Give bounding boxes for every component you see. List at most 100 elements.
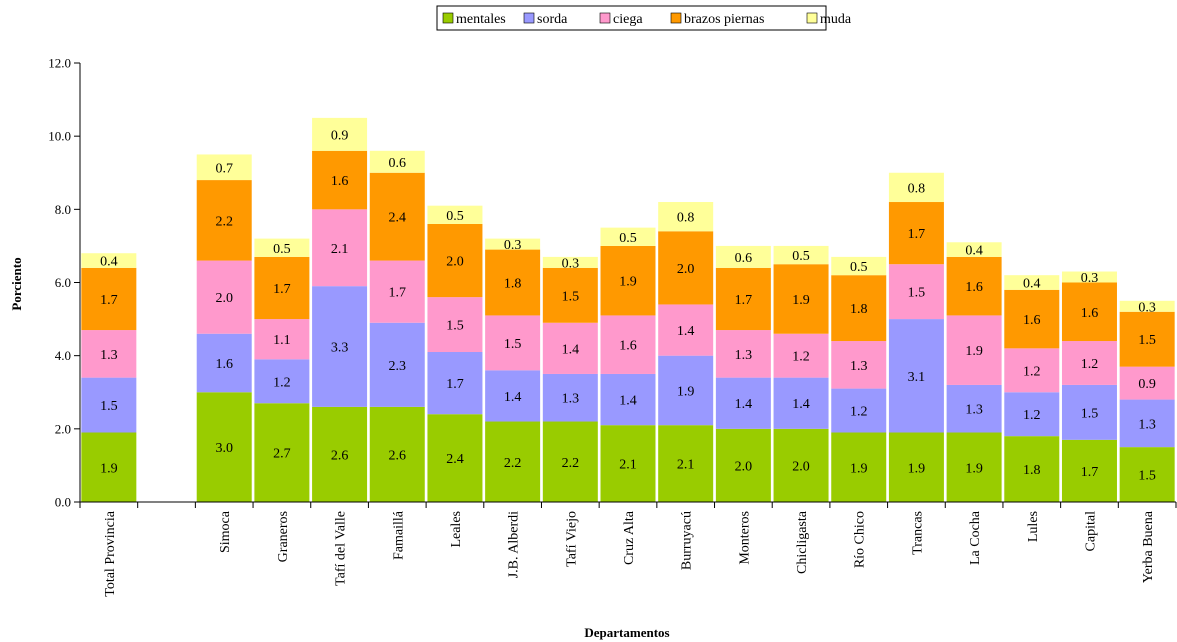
legend-label-sorda: sorda: [537, 12, 568, 27]
data-label-muda-0: 0.4: [100, 255, 118, 270]
data-label-mentales-18: 1.5: [1138, 469, 1156, 484]
bar-mentales-8: [542, 421, 598, 502]
data-label-ciega-12: 1.2: [792, 350, 810, 365]
data-label-brazos-piernas-9: 1.9: [619, 275, 637, 290]
data-label-brazos-piernas-12: 1.9: [792, 293, 810, 308]
data-label-sorda-17: 1.5: [1081, 406, 1099, 421]
data-label-muda-7: 0.3: [504, 238, 522, 253]
data-label-mentales-3: 2.7: [273, 447, 291, 462]
x-tick-label-7: J.B. Alberdi: [507, 511, 522, 578]
data-label-sorda-0: 1.5: [100, 399, 118, 414]
bar-mentales-18: [1119, 447, 1175, 503]
bar-muda-16: [1004, 275, 1060, 290]
legend-swatch-muda: [806, 12, 818, 24]
bar-ciega-10: [658, 304, 714, 356]
y-tick-label-6: 12.0: [48, 56, 71, 71]
data-label-ciega-11: 1.3: [735, 348, 753, 363]
bar-ciega-13: [831, 341, 887, 389]
bar-mentales-14: [888, 432, 944, 502]
y-tick-label-4: 8.0: [55, 202, 71, 217]
bar-muda-13: [831, 256, 887, 276]
data-label-mentales-17: 1.7: [1081, 465, 1099, 480]
bar-mentales-9: [600, 425, 656, 502]
data-label-sorda-14: 3.1: [908, 370, 926, 385]
bar-sorda-10: [658, 355, 714, 426]
data-label-ciega-17: 1.2: [1081, 357, 1099, 372]
bar-sorda-0: [81, 377, 137, 433]
bar-brazos-piernas-13: [831, 275, 887, 342]
data-label-brazos-piernas-14: 1.7: [908, 227, 926, 242]
x-tick-label-16: Lules: [1026, 511, 1041, 542]
bar-ciega-4: [312, 209, 368, 287]
data-label-mentales-6: 2.4: [446, 452, 464, 467]
legend-label-mentales: mentales: [456, 12, 506, 27]
bar-brazos-piernas-11: [715, 267, 771, 331]
bar-ciega-5: [369, 260, 425, 323]
data-label-ciega-6: 1.5: [446, 319, 464, 334]
bar-muda-5: [369, 150, 425, 173]
bar-ciega-6: [427, 297, 483, 353]
bar-mentales-11: [715, 428, 771, 502]
data-label-sorda-6: 1.7: [446, 377, 464, 392]
bar-ciega-0: [81, 330, 137, 378]
data-label-sorda-9: 1.4: [619, 394, 637, 409]
y-tick-label-5: 10.0: [48, 129, 71, 144]
x-tick-label-17: Capital: [1083, 511, 1098, 552]
data-label-mentales-12: 2.0: [792, 459, 810, 474]
data-label-muda-3: 0.5: [273, 242, 291, 257]
data-label-brazos-piernas-6: 2.0: [446, 255, 464, 270]
data-label-sorda-4: 3.3: [331, 341, 349, 356]
bar-ciega-8: [542, 322, 598, 374]
data-label-muda-18: 0.3: [1138, 300, 1156, 315]
bar-mentales-13: [831, 432, 887, 502]
bar-sorda-11: [715, 377, 771, 429]
bar-muda-9: [600, 227, 656, 246]
x-tick-label-8: Tafí Viejo: [564, 511, 579, 567]
bar-sorda-5: [369, 322, 425, 407]
x-tick-label-5: Famaillá: [391, 510, 406, 560]
data-label-ciega-9: 1.6: [619, 339, 637, 354]
data-label-ciega-14: 1.5: [908, 286, 926, 301]
bar-sorda-8: [542, 373, 598, 422]
data-label-ciega-2: 2.0: [215, 291, 233, 306]
bar-mentales-5: [369, 406, 425, 502]
bar-brazos-piernas-16: [1004, 289, 1060, 349]
bar-mentales-17: [1061, 439, 1117, 502]
data-label-brazos-piernas-13: 1.8: [850, 302, 868, 317]
bar-brazos-piernas-5: [369, 172, 425, 261]
bar-sorda-12: [773, 377, 829, 429]
bar-muda-18: [1119, 300, 1175, 312]
bar-brazos-piernas-3: [254, 256, 310, 320]
bar-mentales-7: [485, 421, 541, 502]
bar-brazos-piernas-2: [196, 180, 252, 261]
data-label-sorda-10: 1.9: [677, 384, 695, 399]
data-label-sorda-13: 1.2: [850, 405, 868, 420]
data-label-brazos-piernas-16: 1.6: [1023, 313, 1041, 328]
bar-ciega-9: [600, 315, 656, 374]
data-label-ciega-10: 1.4: [677, 324, 695, 339]
x-axis-title: Departamentos: [584, 625, 669, 640]
bar-ciega-7: [485, 315, 541, 371]
data-label-ciega-5: 1.7: [389, 286, 407, 301]
y-tick-label-3: 6.0: [55, 275, 71, 290]
data-label-ciega-7: 1.5: [504, 337, 522, 352]
data-label-ciega-15: 1.9: [965, 344, 983, 359]
data-label-sorda-18: 1.3: [1138, 417, 1156, 432]
data-label-muda-10: 0.8: [677, 211, 695, 226]
data-label-mentales-5: 2.6: [389, 448, 407, 463]
x-tick-label-3: Graneros: [276, 511, 291, 562]
bar-sorda-17: [1061, 384, 1117, 440]
bar-mentales-12: [773, 428, 829, 502]
bar-ciega-3: [254, 319, 310, 360]
bar-mentales-6: [427, 414, 483, 502]
data-label-ciega-0: 1.3: [100, 348, 118, 363]
bar-brazos-piernas-4: [312, 150, 368, 210]
legend-swatch-sorda: [523, 12, 535, 24]
bar-ciega-18: [1119, 366, 1175, 400]
bar-muda-17: [1061, 271, 1117, 283]
bar-mentales-4: [312, 406, 368, 502]
bars-layer: [81, 117, 1175, 503]
bar-sorda-16: [1004, 392, 1060, 437]
data-label-sorda-12: 1.4: [792, 397, 810, 412]
data-label-muda-14: 0.8: [908, 181, 926, 196]
